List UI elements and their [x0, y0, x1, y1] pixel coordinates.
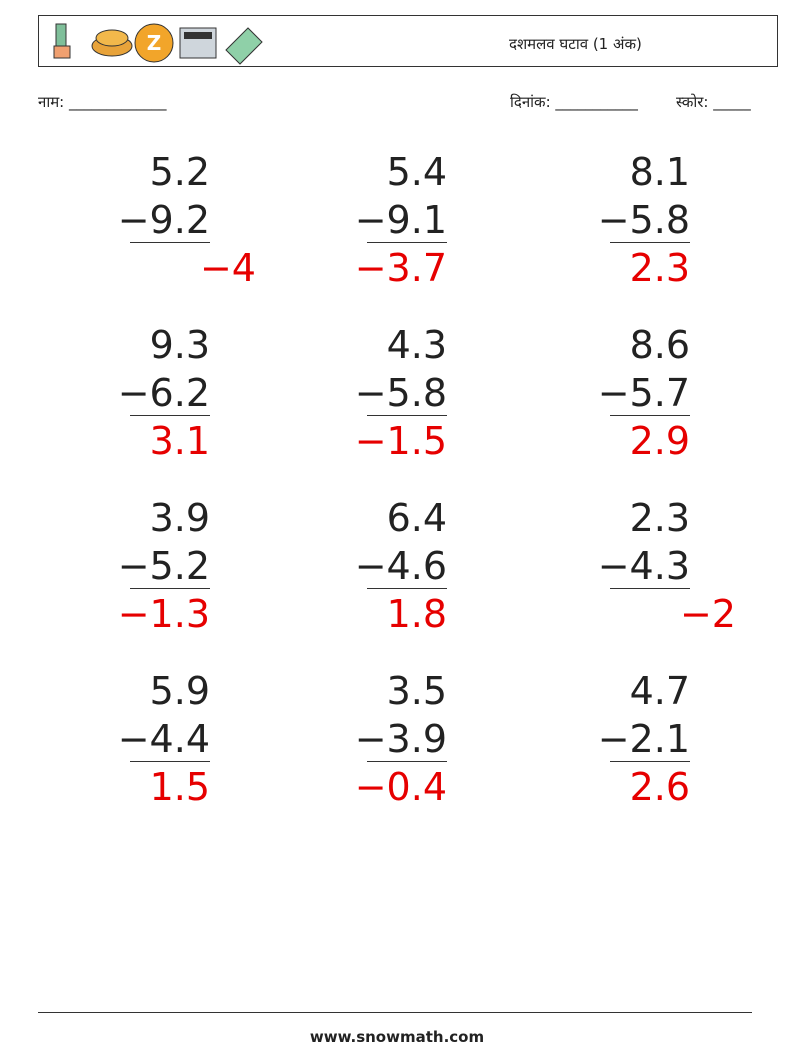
- subtrahend: −6.2: [117, 371, 210, 415]
- answer-rule: [130, 415, 210, 416]
- answer: 2.6: [629, 765, 690, 809]
- minuend: 9.3: [149, 323, 210, 367]
- minuend: 4.7: [629, 669, 690, 713]
- footer-site: www.snowmath.com: [309, 1028, 485, 1046]
- answer-rule: [610, 761, 690, 762]
- minuend: 3.9: [149, 496, 210, 540]
- subtrahend: −5.8: [597, 198, 690, 242]
- name-field: नाम: _____________: [38, 93, 167, 111]
- answer: −4: [199, 246, 256, 290]
- minuend: 8.1: [629, 150, 690, 194]
- answer: −0.4: [354, 765, 447, 809]
- answer: 3.1: [149, 419, 210, 463]
- minuend: 3.5: [386, 669, 447, 713]
- answer: −2: [679, 592, 736, 636]
- subtrahend: −4.3: [597, 544, 690, 588]
- minuend: 8.6: [629, 323, 690, 367]
- minuend: 2.3: [629, 496, 690, 540]
- score-field: स्कोर: _____: [676, 93, 751, 111]
- subtrahend: −9.1: [354, 198, 447, 242]
- answer-rule: [367, 761, 447, 762]
- subtrahend: −5.7: [597, 371, 690, 415]
- answer-rule: [130, 761, 210, 762]
- answer: −3.7: [354, 246, 447, 290]
- minuend: 5.4: [386, 150, 447, 194]
- svg-text:Z: Z: [147, 31, 162, 55]
- subtrahend: −4.6: [354, 544, 447, 588]
- minuend: 6.4: [386, 496, 447, 540]
- answer-rule: [610, 415, 690, 416]
- answer-rule: [610, 588, 690, 589]
- answer-rule: [130, 588, 210, 589]
- answer: 2.3: [629, 246, 690, 290]
- minuend: 4.3: [386, 323, 447, 367]
- subtrahend: −9.2: [117, 198, 210, 242]
- header-icons: Z: [53, 23, 263, 65]
- footer-rule: [38, 1012, 752, 1013]
- header-box: Z दशमलव घटाव (1 अंक): [38, 15, 778, 67]
- subtrahend: −5.2: [117, 544, 210, 588]
- answer: 1.8: [386, 592, 447, 636]
- answer-rule: [367, 415, 447, 416]
- minuend: 5.2: [149, 150, 210, 194]
- answer-rule: [367, 588, 447, 589]
- answer-rule: [367, 242, 447, 243]
- minuend: 5.9: [149, 669, 210, 713]
- answer: −1.5: [354, 419, 447, 463]
- answer: 2.9: [629, 419, 690, 463]
- subtrahend: −4.4: [117, 717, 210, 761]
- subtrahend: −3.9: [354, 717, 447, 761]
- title: दशमलव घटाव (1 अंक): [509, 35, 642, 53]
- answer-rule: [130, 242, 210, 243]
- answer: −1.3: [117, 592, 210, 636]
- answer-rule: [610, 242, 690, 243]
- subtrahend: −2.1: [597, 717, 690, 761]
- date-field: दिनांक: ___________: [510, 93, 638, 111]
- subtrahend: −5.8: [354, 371, 447, 415]
- answer: 1.5: [149, 765, 210, 809]
